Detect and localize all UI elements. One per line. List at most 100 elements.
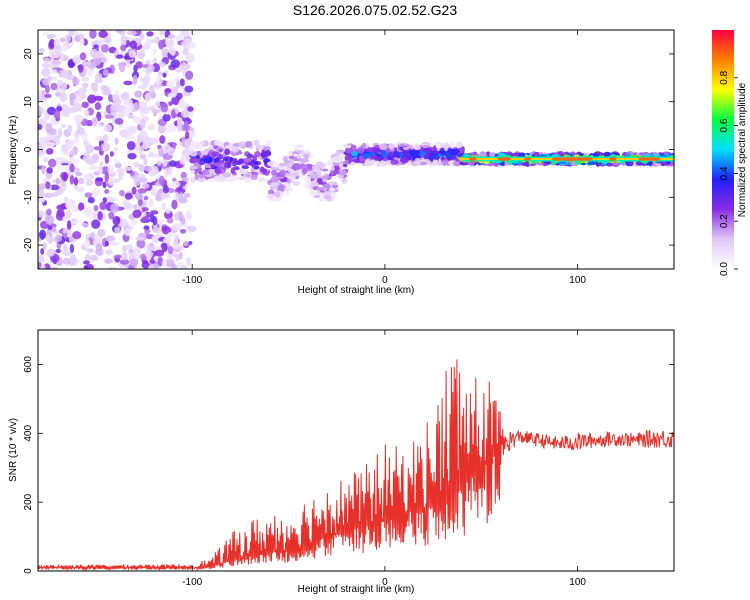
spectrogram-blob <box>154 36 160 45</box>
spectrogram-peak <box>497 157 512 161</box>
spectrogram-blob <box>120 35 128 43</box>
spectrogram-blob <box>214 168 222 175</box>
spectrogram-blob <box>292 180 301 187</box>
spectrogram-blob <box>91 116 99 126</box>
spectrogram-blob <box>91 219 101 229</box>
spectrogram-blob <box>119 129 129 138</box>
spectrogram-blob <box>122 244 127 253</box>
spectrogram-blob <box>188 41 196 49</box>
spectrogram-blob <box>110 241 120 247</box>
spectrogram-blob <box>131 186 137 195</box>
spectrogram-blob <box>222 172 232 178</box>
y-tick-label: 20 <box>23 48 34 60</box>
spectrogram-blob <box>79 52 87 61</box>
spectrogram-blob <box>79 33 85 39</box>
spectrogram-blob <box>287 150 293 157</box>
spectrogram-blob <box>301 167 308 175</box>
spectrogram-blob <box>666 160 671 165</box>
spectrogram-blob <box>45 148 54 155</box>
spectrogram-blob <box>84 175 91 180</box>
spectrogram-blob <box>99 122 105 127</box>
spectrogram-blob <box>65 209 72 219</box>
spectrogram-blob <box>137 173 146 178</box>
spectrogram-blob <box>75 127 85 135</box>
spectrogram-blob <box>93 205 99 212</box>
spectrogram-blob <box>118 218 128 227</box>
spectrogram-blob <box>286 178 291 184</box>
spectrogram-blob <box>57 208 65 218</box>
spectrogram-blob <box>254 151 261 158</box>
spectrogram-blob <box>180 264 188 269</box>
spectrogram-blob <box>183 120 189 130</box>
spectrogram-peak <box>524 157 531 161</box>
spectrogram-blob <box>158 78 163 84</box>
spectrogram-blob <box>88 165 98 171</box>
colorbar-tick-label: 0.6 <box>719 118 730 132</box>
x-tick-label: 0 <box>382 275 388 286</box>
x-tick-label: 100 <box>569 577 586 588</box>
spectrogram-blob <box>38 106 44 116</box>
spectrogram-blob <box>332 156 342 163</box>
spectrogram-blob <box>123 166 134 171</box>
spectrogram-blob <box>181 150 190 158</box>
spectrogram-blob <box>361 142 367 150</box>
spectrogram-blob <box>232 158 238 165</box>
spectrogram-blob <box>441 159 450 166</box>
spectrogram-blob <box>133 176 142 187</box>
spectrogram-blob <box>152 48 157 55</box>
spectrogram-blob <box>257 177 264 183</box>
spectrogram-blob <box>102 181 107 189</box>
spectrogram-blob <box>149 39 156 44</box>
spectrogram-blob <box>118 189 125 197</box>
spectrogram-blob <box>75 186 85 193</box>
spectrogram-blob <box>107 94 114 103</box>
spectrogram-blob <box>62 251 72 256</box>
spectrogram-blob <box>63 243 68 254</box>
spectrogram-blob <box>69 149 75 157</box>
spectrogram-blob <box>100 57 109 63</box>
spectrogram-blob <box>200 149 209 156</box>
spectrogram-blob <box>119 93 129 99</box>
spectrogram-blob <box>238 141 246 148</box>
spectrogram-blob <box>165 207 171 214</box>
spectrogram-blob <box>83 260 90 265</box>
spectrogram-blob <box>333 164 341 171</box>
spectrogram-blob <box>97 210 103 221</box>
spectrogram-peak <box>610 157 617 161</box>
spectrogram-blob <box>83 109 90 117</box>
spectrogram-blob <box>279 169 286 176</box>
spectrogram-blob <box>81 82 89 89</box>
colorbar-bar <box>712 30 734 269</box>
spectrogram-blob <box>243 157 252 163</box>
spectrogram-blob <box>155 101 161 108</box>
spectrogram-blob <box>147 123 156 131</box>
spectrogram-blob <box>185 70 194 81</box>
spectrogram-blob <box>318 198 326 202</box>
spectrogram-blob <box>133 101 140 111</box>
spectrogram-blob <box>189 150 198 157</box>
spectrogram-blob <box>152 261 160 269</box>
spectrogram-blob <box>180 109 190 118</box>
spectrogram-blob <box>157 124 167 134</box>
spectrogram-blob <box>142 76 150 87</box>
spectrogram-blob <box>128 49 137 58</box>
spectrogram-peak <box>583 157 593 161</box>
spectrogram-blob <box>57 79 63 86</box>
x-tick-label: 0 <box>382 577 388 588</box>
y-tick-label: -10 <box>23 190 34 205</box>
spectrogram-blob <box>185 256 191 267</box>
spectrogram-blob <box>93 146 103 151</box>
spectrogram-blob <box>150 91 157 99</box>
spectrogram-blob <box>256 144 262 150</box>
spectrogram-blob <box>40 263 46 269</box>
spectrogram-blob <box>195 154 201 159</box>
spectrogram-blob <box>198 145 204 151</box>
spectrogram-blob <box>214 175 219 182</box>
spectrogram-blob <box>181 61 187 71</box>
spectrogram-blob <box>254 169 261 173</box>
spectrogram-blob <box>179 228 187 234</box>
spectrogram-blob <box>366 147 374 153</box>
spectrogram-blob <box>370 154 375 159</box>
spectrogram-blob <box>75 172 83 177</box>
spectrogram-blob <box>62 257 71 265</box>
